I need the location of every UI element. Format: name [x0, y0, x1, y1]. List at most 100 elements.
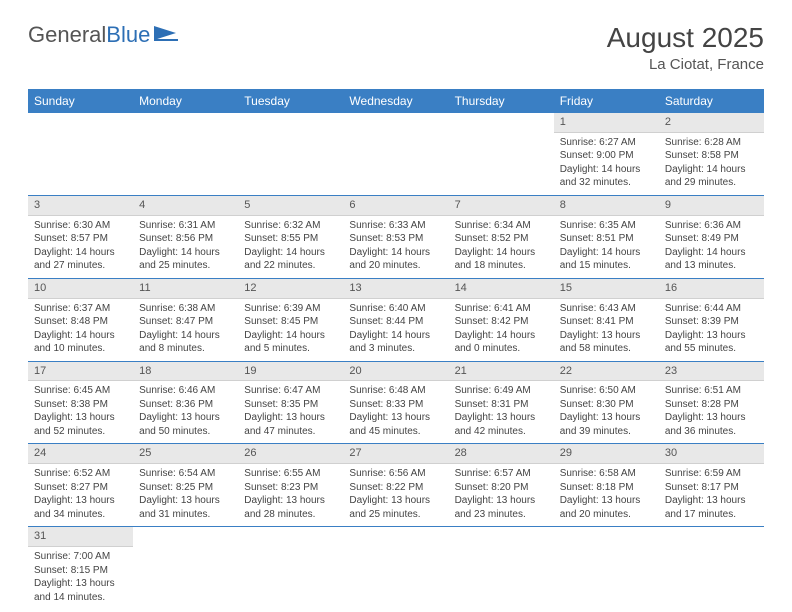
empty-cell — [449, 113, 554, 195]
daylight-text: and 5 minutes. — [244, 342, 337, 356]
empty-cell — [343, 527, 448, 609]
day-details: Sunrise: 6:48 AMSunset: 8:33 PMDaylight:… — [343, 381, 448, 443]
empty-cell — [28, 113, 133, 195]
day-number: 4 — [133, 196, 238, 216]
day-cell: 5Sunrise: 6:32 AMSunset: 8:55 PMDaylight… — [238, 196, 343, 278]
day-number: 19 — [238, 362, 343, 382]
day-details: Sunrise: 6:45 AMSunset: 8:38 PMDaylight:… — [28, 381, 133, 443]
daylight-text: Daylight: 14 hours — [34, 329, 127, 343]
sunset-text: Sunset: 8:57 PM — [34, 232, 127, 246]
day-details: Sunrise: 6:28 AMSunset: 8:58 PMDaylight:… — [659, 133, 764, 195]
sunset-text: Sunset: 8:48 PM — [34, 315, 127, 329]
daylight-text: and 13 minutes. — [665, 259, 758, 273]
daylight-text: and 45 minutes. — [349, 425, 442, 439]
day-cell: 10Sunrise: 6:37 AMSunset: 8:48 PMDayligh… — [28, 279, 133, 361]
empty-cell — [343, 113, 448, 195]
sunset-text: Sunset: 8:23 PM — [244, 481, 337, 495]
daylight-text: and 10 minutes. — [34, 342, 127, 356]
day-cell: 12Sunrise: 6:39 AMSunset: 8:45 PMDayligh… — [238, 279, 343, 361]
empty-cell — [133, 527, 238, 609]
sunset-text: Sunset: 8:39 PM — [665, 315, 758, 329]
day-number: 5 — [238, 196, 343, 216]
day-details: Sunrise: 6:37 AMSunset: 8:48 PMDaylight:… — [28, 299, 133, 361]
day-details: Sunrise: 6:31 AMSunset: 8:56 PMDaylight:… — [133, 216, 238, 278]
sunset-text: Sunset: 8:44 PM — [349, 315, 442, 329]
daylight-text: Daylight: 13 hours — [560, 411, 653, 425]
daylight-text: Daylight: 14 hours — [349, 329, 442, 343]
daylight-text: Daylight: 14 hours — [665, 163, 758, 177]
weekday-header: Monday — [133, 89, 238, 113]
day-number: 15 — [554, 279, 659, 299]
sunset-text: Sunset: 8:27 PM — [34, 481, 127, 495]
daylight-text: Daylight: 13 hours — [244, 411, 337, 425]
sunset-text: Sunset: 8:28 PM — [665, 398, 758, 412]
sunset-text: Sunset: 8:20 PM — [455, 481, 548, 495]
sunset-text: Sunset: 8:58 PM — [665, 149, 758, 163]
day-number: 14 — [449, 279, 554, 299]
day-number: 24 — [28, 444, 133, 464]
daylight-text: Daylight: 13 hours — [139, 494, 232, 508]
sunrise-text: Sunrise: 6:50 AM — [560, 384, 653, 398]
sunrise-text: Sunrise: 7:00 AM — [34, 550, 127, 564]
daylight-text: Daylight: 14 hours — [244, 246, 337, 260]
daylight-text: and 25 minutes. — [349, 508, 442, 522]
sunset-text: Sunset: 8:45 PM — [244, 315, 337, 329]
day-details: Sunrise: 6:36 AMSunset: 8:49 PMDaylight:… — [659, 216, 764, 278]
daylight-text: Daylight: 13 hours — [560, 494, 653, 508]
day-cell: 13Sunrise: 6:40 AMSunset: 8:44 PMDayligh… — [343, 279, 448, 361]
week-row: 1Sunrise: 6:27 AMSunset: 9:00 PMDaylight… — [28, 113, 764, 196]
logo-text-gray: General — [28, 22, 106, 48]
day-number: 16 — [659, 279, 764, 299]
daylight-text: and 3 minutes. — [349, 342, 442, 356]
weekday-header: Thursday — [449, 89, 554, 113]
empty-cell — [238, 527, 343, 609]
sunset-text: Sunset: 8:18 PM — [560, 481, 653, 495]
day-details: Sunrise: 6:38 AMSunset: 8:47 PMDaylight:… — [133, 299, 238, 361]
day-number: 28 — [449, 444, 554, 464]
day-details: Sunrise: 6:52 AMSunset: 8:27 PMDaylight:… — [28, 464, 133, 526]
day-details: Sunrise: 6:47 AMSunset: 8:35 PMDaylight:… — [238, 381, 343, 443]
sunset-text: Sunset: 8:55 PM — [244, 232, 337, 246]
sunrise-text: Sunrise: 6:52 AM — [34, 467, 127, 481]
empty-cell — [238, 113, 343, 195]
sunset-text: Sunset: 8:38 PM — [34, 398, 127, 412]
weeks-container: 1Sunrise: 6:27 AMSunset: 9:00 PMDaylight… — [28, 113, 764, 609]
day-number: 30 — [659, 444, 764, 464]
sunset-text: Sunset: 8:31 PM — [455, 398, 548, 412]
sunset-text: Sunset: 8:15 PM — [34, 564, 127, 578]
sunrise-text: Sunrise: 6:46 AM — [139, 384, 232, 398]
sunset-text: Sunset: 8:49 PM — [665, 232, 758, 246]
week-row: 31Sunrise: 7:00 AMSunset: 8:15 PMDayligh… — [28, 527, 764, 609]
daylight-text: and 17 minutes. — [665, 508, 758, 522]
sunset-text: Sunset: 8:30 PM — [560, 398, 653, 412]
title-block: August 2025 La Ciotat, France — [607, 22, 764, 73]
daylight-text: Daylight: 14 hours — [34, 246, 127, 260]
sunrise-text: Sunrise: 6:30 AM — [34, 219, 127, 233]
day-number: 7 — [449, 196, 554, 216]
daylight-text: and 25 minutes. — [139, 259, 232, 273]
day-cell: 26Sunrise: 6:55 AMSunset: 8:23 PMDayligh… — [238, 444, 343, 526]
sunrise-text: Sunrise: 6:48 AM — [349, 384, 442, 398]
sunrise-text: Sunrise: 6:38 AM — [139, 302, 232, 316]
daylight-text: Daylight: 13 hours — [349, 411, 442, 425]
sunrise-text: Sunrise: 6:58 AM — [560, 467, 653, 481]
day-cell: 3Sunrise: 6:30 AMSunset: 8:57 PMDaylight… — [28, 196, 133, 278]
day-cell: 25Sunrise: 6:54 AMSunset: 8:25 PMDayligh… — [133, 444, 238, 526]
day-number: 31 — [28, 527, 133, 547]
daylight-text: and 29 minutes. — [665, 176, 758, 190]
day-number: 22 — [554, 362, 659, 382]
daylight-text: Daylight: 13 hours — [560, 329, 653, 343]
day-cell: 9Sunrise: 6:36 AMSunset: 8:49 PMDaylight… — [659, 196, 764, 278]
week-row: 17Sunrise: 6:45 AMSunset: 8:38 PMDayligh… — [28, 362, 764, 445]
day-number: 17 — [28, 362, 133, 382]
day-number: 9 — [659, 196, 764, 216]
day-cell: 23Sunrise: 6:51 AMSunset: 8:28 PMDayligh… — [659, 362, 764, 444]
day-details: Sunrise: 6:59 AMSunset: 8:17 PMDaylight:… — [659, 464, 764, 526]
day-cell: 16Sunrise: 6:44 AMSunset: 8:39 PMDayligh… — [659, 279, 764, 361]
weekday-header: Saturday — [659, 89, 764, 113]
daylight-text: Daylight: 14 hours — [560, 246, 653, 260]
daylight-text: and 47 minutes. — [244, 425, 337, 439]
daylight-text: and 39 minutes. — [560, 425, 653, 439]
day-number: 21 — [449, 362, 554, 382]
day-details: Sunrise: 6:41 AMSunset: 8:42 PMDaylight:… — [449, 299, 554, 361]
